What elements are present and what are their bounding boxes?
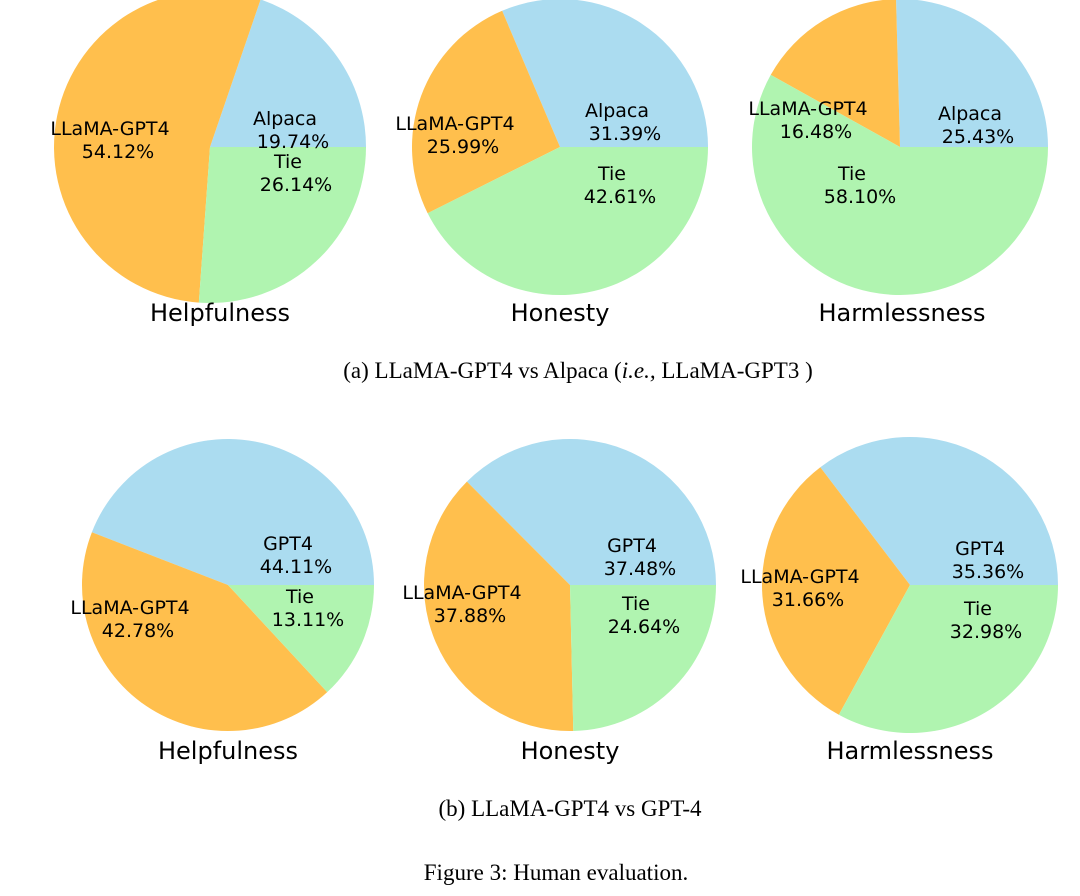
- slice-label-tie: Tie 13.11%: [272, 586, 344, 631]
- pie-chart-a-honesty: Alpaca 31.39% LLaMA-GPT4 25.99% Tie 42.61% Hon…: [395, 0, 708, 327]
- pie-chart-a-harmlessness: Alpaca 25.43% LLaMA-GPT4 16.48% Tie 58.10% Har…: [748, 0, 1048, 327]
- slice-label-value: 42.78%: [102, 620, 174, 642]
- pie-charts-group: Alpaca 19.74%LLaMA-GPT4 54.12% Tie 26.14%Hel…: [50, 0, 1058, 765]
- slice-label-name: GPT4: [263, 533, 313, 555]
- slice-label-name: Tie: [285, 586, 314, 608]
- slice-label-name: Tie: [963, 598, 992, 620]
- pie-chart-b-helpfulness: GPT4 44.11% LLaMA-GPT4 42.78% Tie 13.11% Helpf…: [70, 438, 375, 765]
- pie-slice-llama-gpt4: [770, 0, 900, 147]
- pie-chart-b-harmlessness: GPT4 35.36% LLaMA-GPT4 31.66% Tie 32.98% Harml…: [740, 436, 1058, 765]
- slice-label-value: 25.43%: [942, 126, 1014, 148]
- pie-title-helpfulness: Helpfulness: [158, 737, 298, 765]
- slice-label-value: 19.74%: [257, 131, 329, 153]
- slice-label-alpaca: Alpaca 31.39%: [585, 100, 661, 145]
- slice-label-value: 58.10%: [824, 186, 896, 208]
- slice-label-value: 32.98%: [950, 621, 1022, 643]
- pie-slice-tie: [198, 147, 367, 303]
- pie-chart-a-helpfulness: Alpaca 19.74% LLaMA-GPT4 54.12% Tie 26.14% Hel…: [50, 0, 367, 327]
- pie-slice-alpaca: [896, 0, 1048, 147]
- slice-label-name: GPT4: [955, 538, 1005, 560]
- slice-label-tie: Tie 24.64%: [608, 593, 680, 638]
- caption-a-prefix: (a) LLaMA-GPT4 vs Alpaca (: [343, 358, 621, 383]
- pie-chart-b-honesty: GPT4 37.48% LLaMA-GPT4 37.88% Tie 24.64% Hones…: [402, 438, 716, 765]
- slice-label-value: 31.39%: [589, 123, 661, 145]
- slice-label-llama-gpt4: LLaMA-GPT4 37.88%: [402, 582, 521, 627]
- pie-slice-gpt4: [91, 438, 375, 585]
- slice-label-llama-gpt4: LLaMA-GPT4 42.78%: [70, 597, 189, 642]
- slice-label-llama-gpt4: LLaMA-GPT4 54.12%: [50, 118, 169, 163]
- slice-label-name: LLaMA-GPT4: [748, 98, 867, 120]
- slice-label-gpt4: GPT4 37.48%: [604, 535, 676, 580]
- slice-label-llama-gpt4: LLaMA-GPT4 16.48%: [748, 98, 867, 143]
- slice-label-alpaca: Alpaca 25.43%: [938, 103, 1014, 148]
- caption-a-italic: i.e.,: [622, 358, 656, 383]
- slice-label-name: Tie: [597, 163, 626, 185]
- pie-title-harmlessness: Harmlessness: [818, 299, 985, 327]
- slice-label-tie: Tie 26.14%: [260, 151, 332, 196]
- slice-label-value: 44.11%: [260, 556, 332, 578]
- pie-slice-tie: [228, 585, 374, 693]
- slice-label-name: Tie: [273, 151, 302, 173]
- pie-title-honesty: Honesty: [521, 737, 620, 765]
- pie-slice-gpt4: [466, 438, 716, 585]
- slice-label-llama-gpt4: LLaMA-GPT4 31.66%: [740, 566, 859, 611]
- slice-label-name: Alpaca: [938, 103, 1002, 125]
- slice-label-value: 42.61%: [584, 186, 656, 208]
- pie-slice-tie: [427, 147, 708, 296]
- slice-label-tie: Tie 58.10%: [824, 163, 896, 208]
- pie-slice-llama-gpt4: [761, 467, 910, 715]
- pie-title-helpfulness: Helpfulness: [150, 299, 290, 327]
- pie-slice-llama-gpt4: [54, 0, 261, 303]
- slice-label-value: 16.48%: [780, 121, 852, 143]
- slice-label-value: 24.64%: [608, 616, 680, 638]
- pie-slice-tie: [838, 585, 1058, 733]
- slice-label-name: LLaMA-GPT4: [740, 566, 859, 588]
- slice-label-value: 37.48%: [604, 558, 676, 580]
- slice-label-name: Alpaca: [585, 100, 649, 122]
- pie-title-harmlessness: Harmlessness: [826, 737, 993, 765]
- pie-slice-llama-gpt4: [81, 532, 328, 732]
- pie-slice-llama-gpt4: [411, 10, 560, 214]
- slice-label-name: LLaMA-GPT4: [50, 118, 169, 140]
- slice-label-tie: Tie 42.61%: [584, 163, 656, 208]
- slice-label-name: LLaMA-GPT4: [402, 582, 521, 604]
- slice-label-name: LLaMA-GPT4: [395, 113, 514, 135]
- slice-label-tie: Tie 32.98%: [950, 598, 1022, 643]
- slice-label-gpt4: GPT4 35.36%: [952, 538, 1024, 583]
- slice-label-value: 26.14%: [260, 174, 332, 196]
- pie-title-honesty: Honesty: [511, 299, 610, 327]
- pie-slice-gpt4: [820, 436, 1058, 585]
- slice-label-value: 54.12%: [82, 141, 154, 163]
- caption-a: (a) LLaMA-GPT4 vs Alpaca (i.e., LLaMA-GP…: [343, 358, 812, 383]
- slice-label-value: 13.11%: [272, 609, 344, 631]
- slice-label-name: Alpaca: [253, 108, 317, 130]
- slice-label-name: Tie: [837, 163, 866, 185]
- slice-label-alpaca: Alpaca 19.74%: [253, 108, 329, 153]
- pie-slice-tie: [752, 74, 1048, 295]
- slice-label-name: LLaMA-GPT4: [70, 597, 189, 619]
- slice-label-value: 25.99%: [427, 136, 499, 158]
- pie-slice-alpaca: [502, 0, 708, 147]
- slice-label-value: 31.66%: [772, 589, 844, 611]
- slice-label-name: Tie: [621, 593, 650, 615]
- pie-slice-alpaca: [210, 0, 366, 147]
- slice-label-value: 37.88%: [434, 605, 506, 627]
- slice-label-llama-gpt4: LLaMA-GPT4 25.99%: [395, 113, 514, 158]
- figure-caption: Figure 3: Human evaluation.: [424, 860, 688, 885]
- pie-slice-tie: [570, 585, 716, 731]
- pie-slice-llama-gpt4: [423, 481, 574, 731]
- slice-label-gpt4: GPT4 44.11%: [260, 533, 332, 578]
- slice-label-value: 35.36%: [952, 561, 1024, 583]
- caption-a-suffix: LLaMA-GPT3 ): [656, 358, 813, 383]
- caption-b: (b) LLaMA-GPT4 vs GPT-4: [439, 796, 702, 821]
- slice-label-name: GPT4: [607, 535, 657, 557]
